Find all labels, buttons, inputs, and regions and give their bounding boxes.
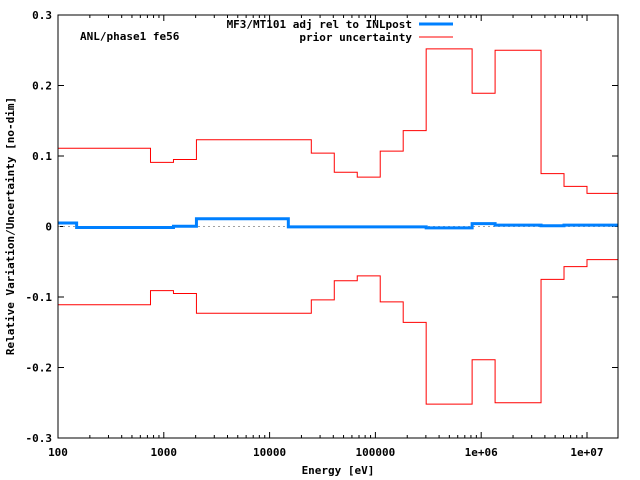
prior-uncertainty-upper-line	[58, 48, 618, 194]
legend-label-prior: prior uncertainty	[299, 31, 412, 44]
annotation-label: ANL/phase1 fe56	[80, 30, 180, 43]
y-tick-label: -0.1	[26, 291, 53, 304]
y-axis-label: Relative Variation/Uncertainty [no-dim]	[4, 97, 17, 355]
y-tick-label: 0.1	[32, 150, 52, 163]
x-axis-label: Energy [eV]	[302, 464, 375, 477]
y-tick-label: 0	[45, 221, 52, 234]
x-tick-label: 100	[48, 446, 68, 459]
legend: MF3/MT101 adj rel to INLpost prior uncer…	[227, 18, 453, 44]
prior-uncertainty-lower-line	[58, 259, 618, 405]
y-tick-label: 0.3	[32, 9, 52, 22]
x-tick-label: 1000	[151, 446, 178, 459]
y-tick-label: 0.2	[32, 80, 52, 93]
y-tick-label: -0.2	[26, 362, 53, 375]
x-tick-label: 10000	[253, 446, 286, 459]
plot-frame	[57, 14, 619, 439]
plot-area	[58, 48, 618, 405]
y-tick-label: -0.3	[26, 432, 53, 445]
x-tick-label: 100000	[356, 446, 396, 459]
adjustment-line	[58, 217, 618, 230]
legend-label-adj: MF3/MT101 adj rel to INLpost	[227, 18, 412, 31]
x-tick-label: 1e+07	[570, 446, 603, 459]
x-tick-label: 1e+06	[465, 446, 498, 459]
